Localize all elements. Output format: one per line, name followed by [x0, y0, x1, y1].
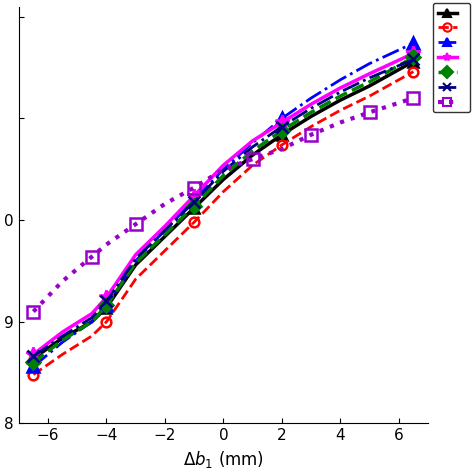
Legend: , , , , , , : , , , , , , — [433, 3, 470, 112]
X-axis label: $\Delta b_1$ (mm): $\Delta b_1$ (mm) — [183, 449, 264, 470]
